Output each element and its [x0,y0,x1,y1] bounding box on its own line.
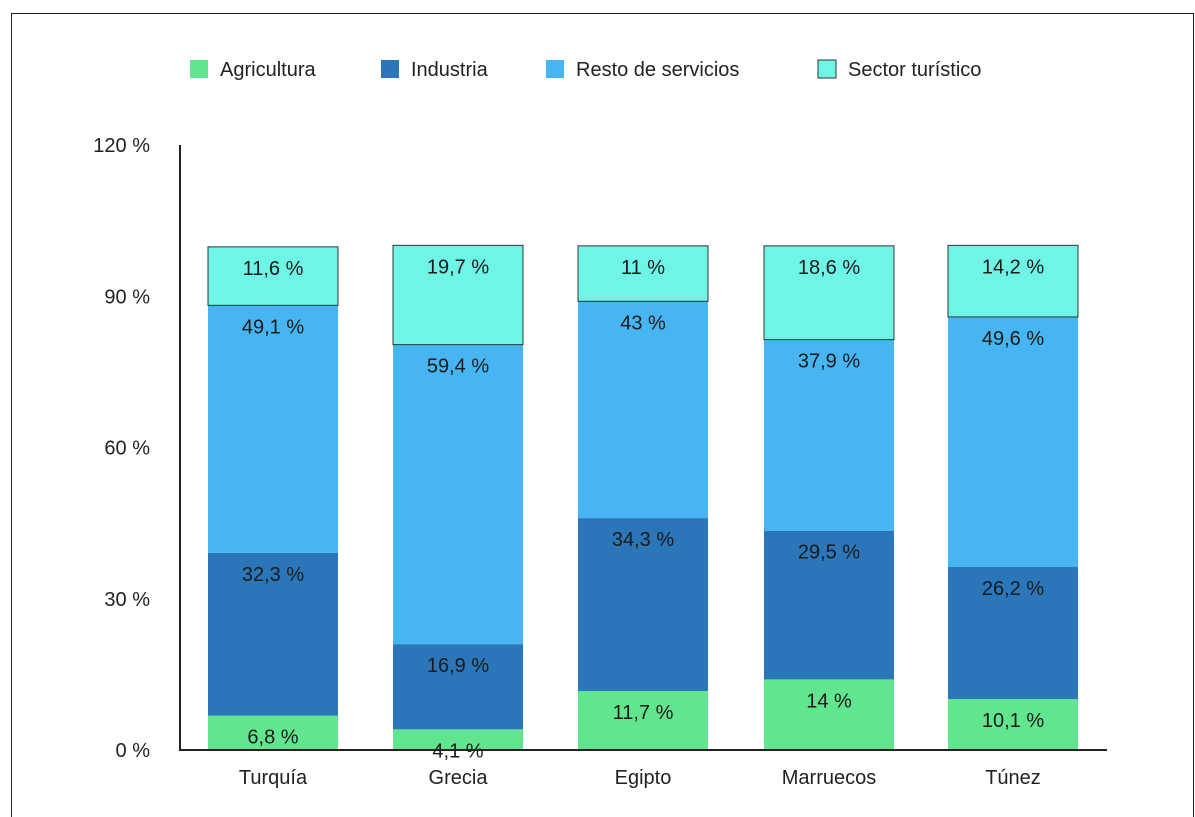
data-label: 11,6 % [243,258,304,280]
bar-segment-industria [208,552,338,716]
data-label: 10,1 % [982,710,1044,732]
data-label: 43 % [620,312,666,334]
y-tick-label: 90 % [104,286,150,308]
bar-segment-sector-turistico [763,245,895,341]
legend-label: Resto de servicios [576,59,739,81]
bar-segment-sector-turistico [392,244,524,346]
data-label: 26,2 % [982,578,1044,600]
bars: 6,8 % 32,3 % 49,1 % 11,6 % 4,1 % 16,9 % 59,4 %… [207,244,1079,762]
bar-segment-industria [578,518,708,692]
data-label: 14,2 % [982,256,1044,278]
bar-segment-agricultura [208,715,338,750]
bar-stack-grecia: 4,1 % 16,9 % 59,4 % 19,7 % [392,244,524,762]
x-tick-label: Grecia [429,767,489,789]
y-tick-label: 120 % [93,135,150,157]
bar-segment-industria [764,530,894,680]
data-label: 4,1 % [432,740,483,762]
legend-item-resto-de-servicios: Resto de servicios [546,59,739,81]
legend-swatch [817,59,837,79]
bar-stack-egipto: 11,7 % 34,3 % 43 % 11 % [577,245,709,750]
y-tick-label: 60 % [104,438,150,460]
data-label: 11 % [621,257,665,279]
legend-item-sector-turistico: Sector turístico [817,59,981,81]
bar-segment-agricultura [948,699,1078,750]
legend-label: Agricultura [220,59,316,81]
chart-frame [11,13,1194,817]
bar-segment-sector-turistico [577,245,709,302]
y-tick-label: 0 % [116,740,151,762]
x-tick-label: Egipto [615,767,672,789]
legend-swatch [190,60,208,78]
x-axis: Turquía Grecia Egipto Marruecos Túnez [179,749,1107,789]
legend-item-industria: Industria [381,59,489,81]
data-label: 18,6 % [798,257,860,279]
bar-segment-industria [393,644,523,730]
data-label: 34,3 % [612,529,674,551]
y-axis: 0 % 30 % 60 % 90 % 120 % [93,135,181,762]
data-label: 37,9 % [798,351,860,373]
bar-segment-resto-de-servicios [393,344,523,645]
data-label: 49,1 % [242,316,304,338]
legend: Agricultura Industria Resto de servicios Se… [190,59,981,81]
legend-swatch [381,60,399,78]
y-tick-label: 30 % [104,589,150,611]
bar-segment-resto-de-servicios [948,316,1078,567]
data-label: 49,6 % [982,328,1044,350]
data-label: 19,7 % [427,256,489,278]
data-label: 11,7 % [613,702,674,724]
x-tick-label: Túnez [985,767,1041,789]
legend-label: Sector turístico [848,59,981,81]
legend-swatch [546,60,564,78]
bar-segment-agricultura [578,691,708,750]
bar-segment-sector-turistico [947,244,1079,318]
legend-item-agricultura: Agricultura [190,59,316,81]
bar-segment-agricultura [764,679,894,750]
bar-segment-industria [948,566,1078,700]
bar-segment-resto-de-servicios [578,301,708,519]
x-tick-label: Marruecos [782,767,876,789]
x-tick-label: Turquía [239,767,308,789]
data-label: 29,5 % [798,542,860,564]
data-label: 6,8 % [247,727,298,749]
bar-segment-resto-de-servicios [208,305,338,553]
bar-stack-turquia: 6,8 % 32,3 % 49,1 % 11,6 % [207,246,339,750]
bar-stack-tunez: 10,1 % 26,2 % 49,6 % 14,2 % [947,244,1079,750]
data-label: 59,4 % [427,356,489,378]
bar-segment-agricultura [393,729,523,750]
data-label: 14 % [806,690,852,712]
bar-segment-resto-de-servicios [764,339,894,531]
data-label: 16,9 % [427,655,489,677]
data-label: 32,3 % [242,564,304,586]
bar-stack-marruecos: 14 % 29,5 % 37,9 % 18,6 % [763,245,895,750]
legend-label: Industria [411,59,489,81]
bar-segment-sector-turistico [207,246,339,306]
